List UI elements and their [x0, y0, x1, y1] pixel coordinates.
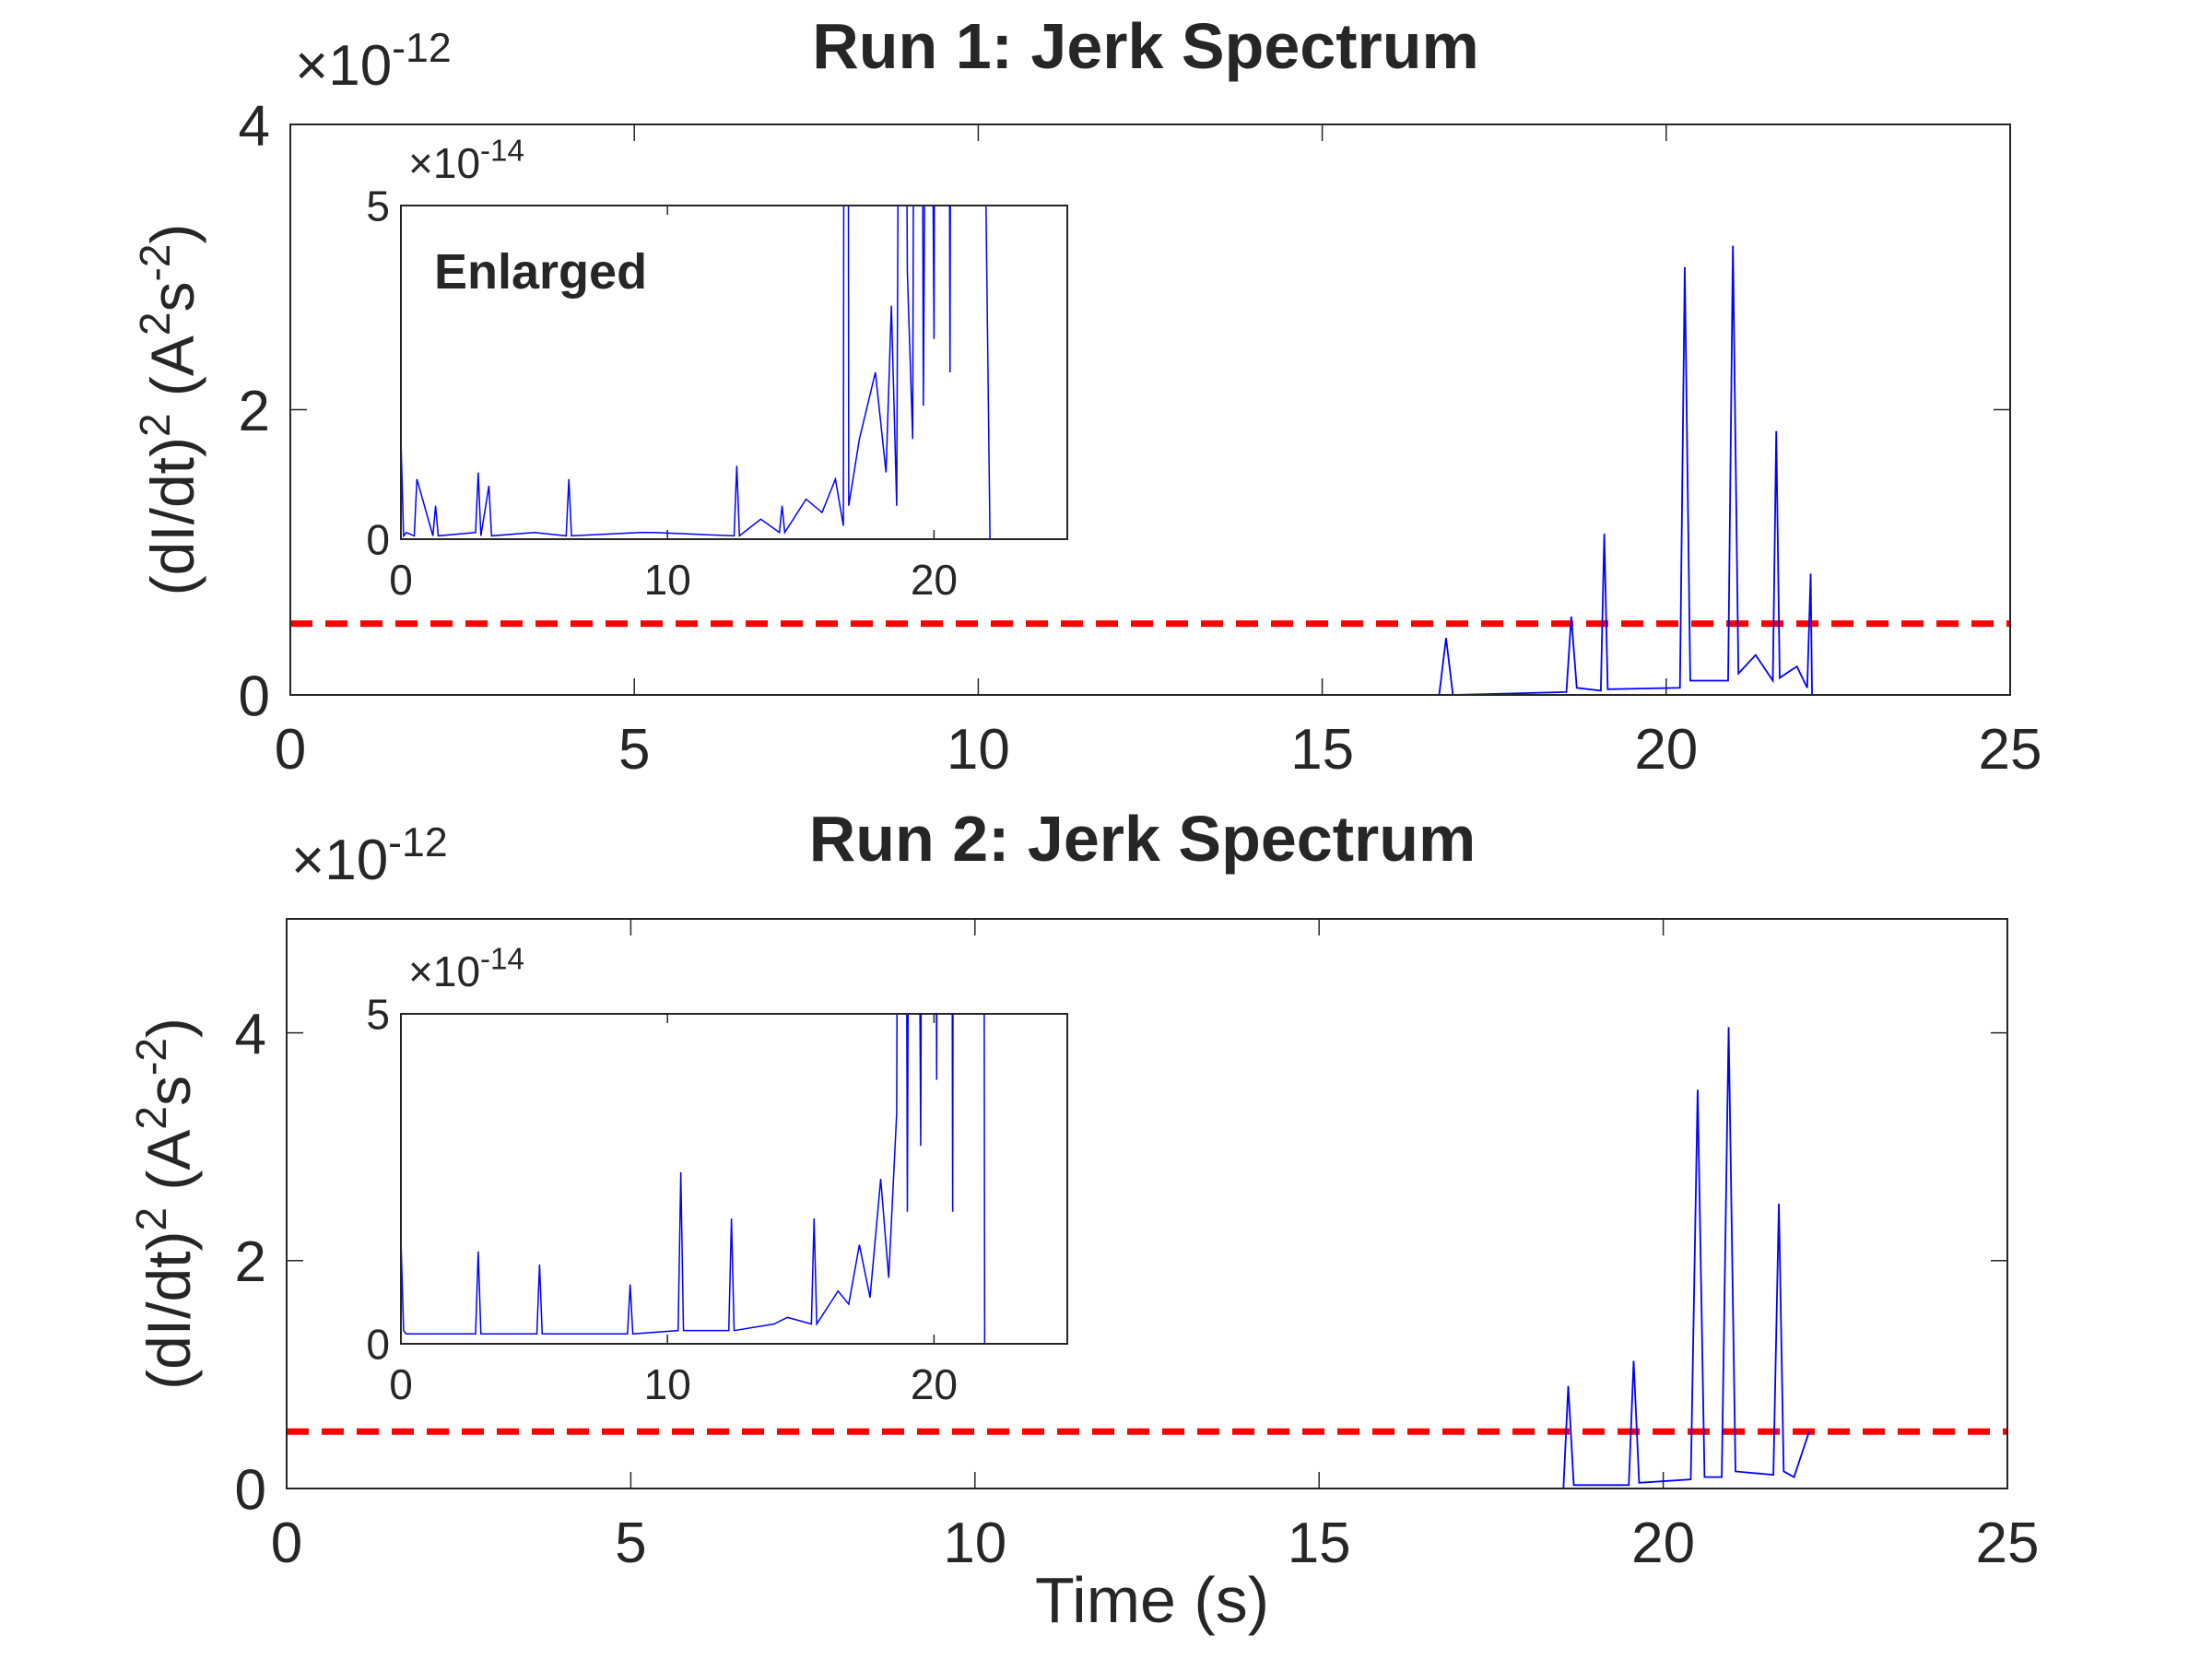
y-label-text: )	[138, 224, 206, 244]
x-tick-label: 10	[943, 1512, 1006, 1575]
multiplier-base: ×10	[408, 947, 480, 995]
x-tick-label: 5	[615, 1512, 646, 1575]
x-tick-label: 0	[389, 1360, 413, 1408]
multiplier-exponent: -12	[392, 26, 452, 71]
data-line	[290, 245, 1813, 695]
y-label-text: s	[138, 281, 206, 312]
y-tick-label: 2	[239, 380, 270, 443]
x-tick-label: 15	[1288, 1512, 1351, 1575]
x-tick-label: 10	[644, 1360, 691, 1408]
plot-area	[401, 1014, 1067, 1344]
y-label-superscript: -2	[127, 1038, 175, 1076]
y-label-text: (dI/dt)	[135, 1231, 203, 1390]
y-label-superscript: 2	[127, 1106, 175, 1130]
y-label-superscript: 2	[127, 1207, 175, 1231]
data-line	[287, 1027, 1810, 1488]
axes-box	[289, 124, 2011, 696]
y-label-text: s	[135, 1076, 203, 1106]
axes-box	[400, 1013, 1068, 1345]
y-tick-label: 4	[235, 1003, 266, 1066]
multiplier-exponent: -12	[388, 820, 448, 865]
x-tick-label: 15	[1290, 718, 1354, 782]
x-tick-label: 20	[1634, 718, 1698, 782]
y-label-superscript: 2	[131, 312, 179, 335]
y-label-text: (A	[138, 335, 206, 413]
y-label-text: (A	[135, 1130, 203, 1207]
chart-title: Run 2: Jerk Spectrum	[809, 803, 1477, 875]
x-tick-label: 20	[1631, 1512, 1695, 1575]
x-tick-label: 25	[1976, 1512, 2040, 1575]
y-tick-label: 2	[235, 1230, 266, 1294]
multiplier-base: ×10	[295, 34, 392, 98]
y-tick-label: 0	[366, 1321, 390, 1369]
y-label-text: (dI/dt)	[138, 437, 206, 595]
data-line	[401, 206, 991, 539]
x-tick-label: 5	[618, 718, 650, 782]
x-tick-label: 20	[911, 556, 958, 604]
x-tick-label: 25	[1979, 718, 2042, 782]
axes-box	[286, 918, 2008, 1489]
y-tick-label: 4	[239, 94, 270, 158]
y-tick-label: 5	[366, 991, 390, 1039]
y-tick-label: 0	[239, 665, 270, 728]
multiplier-base: ×10	[291, 829, 388, 892]
inset-annotation: Enlarged	[434, 244, 647, 300]
axis-multiplier: ×10-14	[408, 135, 524, 187]
chart-title: Run 1: Jerk Spectrum	[812, 10, 1479, 82]
y-tick-label: 0	[235, 1458, 266, 1522]
multiplier-exponent: -14	[480, 943, 524, 977]
multiplier-exponent: -14	[480, 135, 524, 169]
x-tick-label: 10	[947, 718, 1010, 782]
axes-box	[400, 205, 1068, 540]
axis-multiplier: ×10-12	[295, 26, 452, 98]
y-label-superscript: 2	[131, 413, 179, 437]
plot-area	[401, 206, 1067, 539]
multiplier-base: ×10	[408, 139, 480, 187]
y-axis-label: (dI/dt)2 (A2s-2)	[127, 1018, 203, 1390]
y-axis-label: (dI/dt)2 (A2s-2)	[131, 224, 206, 596]
axis-multiplier: ×10-12	[291, 820, 448, 892]
x-tick-label: 20	[911, 1360, 958, 1408]
axis-multiplier: ×10-14	[408, 943, 524, 995]
x-tick-label: 0	[275, 718, 306, 782]
y-tick-label: 5	[366, 182, 390, 230]
x-tick-label: 10	[644, 556, 691, 604]
y-label-superscript: -2	[131, 244, 179, 282]
x-tick-label: 0	[271, 1512, 302, 1575]
x-axis-label: Time (s)	[1035, 1564, 1269, 1636]
x-tick-label: 0	[389, 556, 413, 604]
data-line	[401, 1014, 986, 1344]
y-tick-label: 0	[366, 516, 390, 564]
y-label-text: )	[135, 1018, 203, 1038]
